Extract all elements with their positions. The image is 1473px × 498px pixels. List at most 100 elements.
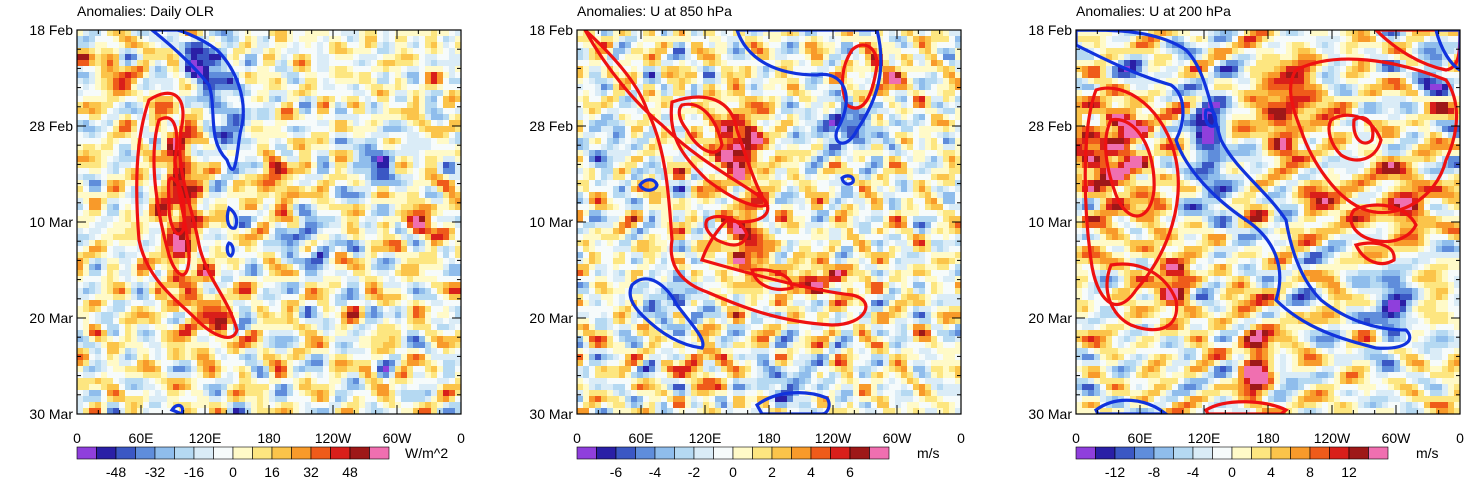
heatmap-cell [889, 72, 896, 79]
heatmap-cell [443, 240, 450, 247]
heatmap-cell [143, 210, 150, 217]
heatmap-cell [269, 114, 276, 121]
heatmap-cell [77, 306, 84, 313]
heatmap-cell [613, 36, 620, 43]
heatmap-cell [281, 234, 288, 241]
heatmap-cell [113, 162, 120, 169]
heatmap-cell [245, 384, 252, 391]
heatmap-cell [107, 306, 114, 313]
heatmap-cell [871, 66, 878, 73]
heatmap-cell [221, 378, 228, 385]
heatmap-cell [203, 270, 210, 277]
heatmap-cell [125, 294, 132, 301]
heatmap-cell [745, 54, 752, 61]
heatmap-cell [125, 360, 132, 367]
heatmap-cell [155, 258, 162, 265]
heatmap-cell [95, 390, 102, 397]
heatmap-cell [119, 270, 126, 277]
heatmap-cell [805, 66, 812, 73]
heatmap-cell [329, 264, 336, 271]
heatmap-cell [389, 252, 396, 259]
heatmap-cell [77, 264, 84, 271]
heatmap-cell [155, 96, 162, 103]
heatmap-cell [167, 270, 174, 277]
heatmap-cell [455, 240, 461, 247]
colorbar-swatch [96, 446, 117, 460]
heatmap-cell [245, 174, 252, 181]
heatmap-cell [431, 84, 438, 91]
heatmap-cell [161, 42, 168, 49]
heatmap-cell [269, 138, 276, 145]
heatmap-cell [131, 150, 138, 157]
heatmap-cell [173, 312, 180, 319]
heatmap-cell [227, 132, 234, 139]
heatmap-cell [179, 66, 186, 73]
heatmap-cell [395, 234, 402, 241]
heatmap-cell [449, 282, 456, 289]
heatmap-cell [251, 312, 258, 319]
heatmap-cell [407, 168, 414, 175]
heatmap-cell [413, 312, 420, 319]
heatmap-cell [443, 42, 450, 49]
heatmap-cell [221, 120, 228, 127]
heatmap-cell [877, 84, 884, 91]
heatmap-cell [215, 408, 222, 414]
heatmap-cell [197, 84, 204, 91]
heatmap-cell [113, 132, 120, 139]
heatmap-cell [101, 378, 108, 385]
heatmap-cell [257, 246, 264, 253]
heatmap-cell [365, 108, 372, 115]
heatmap-cell [425, 390, 432, 397]
heatmap-cell [401, 348, 408, 355]
heatmap-cell [311, 342, 318, 349]
heatmap-cell [239, 336, 246, 343]
heatmap-cell [251, 204, 258, 211]
heatmap-cell [281, 396, 288, 403]
heatmap-cell [77, 384, 84, 391]
heatmap-cell [281, 324, 288, 331]
heatmap-cell [395, 312, 402, 319]
heatmap-cell [83, 384, 90, 391]
heatmap-cell [149, 366, 156, 373]
heatmap-cell [455, 150, 461, 157]
heatmap-cell [299, 282, 306, 289]
heatmap-cell [95, 366, 102, 373]
heatmap-cell [383, 300, 390, 307]
heatmap-cell [161, 324, 168, 331]
heatmap-cell [317, 348, 324, 355]
heatmap-cell [449, 138, 456, 145]
heatmap-cell [125, 372, 132, 379]
heatmap-cell [119, 306, 126, 313]
heatmap-cell [341, 108, 348, 115]
heatmap-cell [937, 84, 944, 91]
heatmap-cell [577, 60, 584, 67]
heatmap-cell [257, 240, 264, 247]
heatmap-cell [143, 60, 150, 67]
x-tick-label: 0 [457, 430, 465, 446]
heatmap-cell [437, 246, 444, 253]
heatmap-cell [257, 282, 264, 289]
heatmap-cell [431, 156, 438, 163]
heatmap-cell [437, 300, 444, 307]
heatmap-cell [943, 48, 950, 55]
heatmap-cell [727, 30, 734, 37]
heatmap-cell [383, 324, 390, 331]
heatmap-cell [365, 258, 372, 265]
heatmap-cell [583, 48, 590, 55]
heatmap-cell [395, 288, 402, 295]
heatmap-cell [931, 72, 938, 79]
heatmap-cell [437, 372, 444, 379]
heatmap-cell [311, 258, 318, 265]
heatmap-cell [443, 216, 450, 223]
heatmap-cell [137, 96, 144, 103]
heatmap-cell [769, 42, 776, 49]
heatmap-cell [335, 30, 342, 37]
heatmap-cell [413, 288, 420, 295]
heatmap-cell [83, 78, 90, 85]
heatmap-cell [431, 204, 438, 211]
heatmap-cell [263, 300, 270, 307]
heatmap-cell [185, 396, 192, 403]
heatmap-cell [727, 42, 734, 49]
panel-olr: Anomalies: Daily OLR 0 60E 120E 180 120W 60W 0… [29, 3, 465, 480]
heatmap-cell [209, 408, 216, 414]
